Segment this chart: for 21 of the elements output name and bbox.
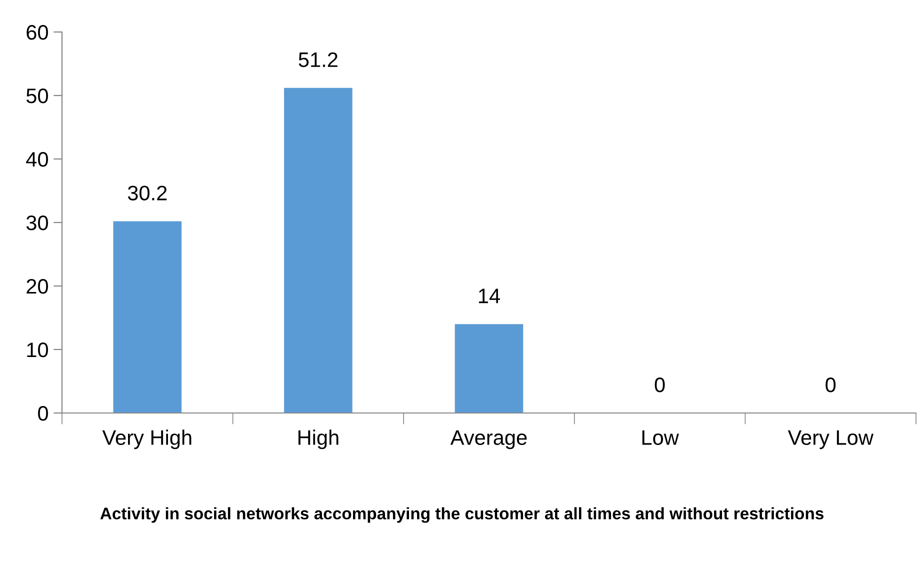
data-label: 30.2 xyxy=(128,186,167,200)
y-tick-label: 0 xyxy=(38,406,48,421)
y-tick-label: 50 xyxy=(26,88,48,104)
bar xyxy=(284,88,352,413)
y-tick-label: 20 xyxy=(26,279,48,294)
y-tick-label: 60 xyxy=(26,25,48,40)
y-tick-label: 40 xyxy=(26,152,48,167)
y-tick-label: 10 xyxy=(27,342,48,358)
x-tick-label: Very High xyxy=(102,430,192,450)
y-tick-label: 30 xyxy=(26,216,48,230)
x-tick-label: High xyxy=(298,430,338,450)
data-label: 14 xyxy=(479,288,500,304)
data-label: 0 xyxy=(826,377,836,392)
bar xyxy=(113,221,182,413)
data-label: 51.2 xyxy=(298,52,338,68)
x-tick-label: Average xyxy=(450,430,527,450)
data-label: 0 xyxy=(654,377,665,392)
text: Activity in social networks accompanying the customer at all times and without restrictions xyxy=(100,507,824,523)
x-tick-label: Low xyxy=(642,430,679,445)
x-tick-label: Very Low xyxy=(788,430,874,450)
bar xyxy=(454,324,524,413)
